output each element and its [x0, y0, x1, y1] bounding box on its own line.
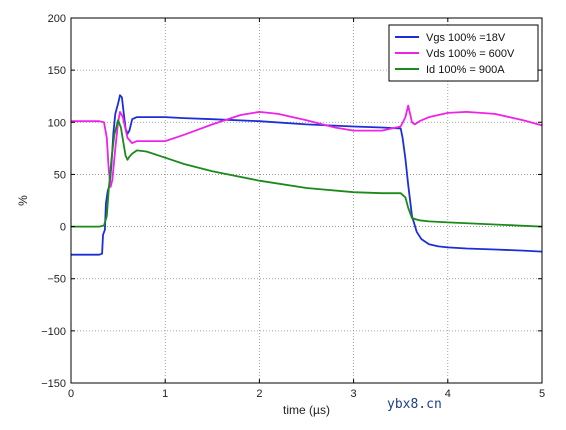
legend-label-3: Id 100% = 900A: [426, 64, 505, 76]
y-tick-label: −100: [41, 326, 66, 338]
legend: Vgs 100% =18V Vds 100% = 600V Id 100% = 90…: [388, 24, 539, 82]
x-tick-label: 2: [256, 388, 262, 400]
x-tick-label: 0: [68, 388, 74, 400]
x-tick-labels: 0 1 2 3 4 5: [68, 388, 545, 400]
watermark-text: ybx8.cn: [387, 397, 442, 412]
y-tick-label: 200: [48, 13, 66, 25]
legend-label-1: Vgs 100% =18V: [426, 32, 506, 44]
y-tick-labels: 200 150 100 50 0 −50 −100 −150: [41, 13, 66, 390]
x-tick-label: 3: [351, 388, 357, 400]
axis-ticks: [70, 17, 543, 384]
x-axis-label: time (µs): [283, 403, 330, 417]
y-tick-label: 0: [60, 222, 66, 234]
y-tick-label: 50: [54, 169, 66, 181]
y-axis-label: %: [16, 195, 30, 206]
series-line-2: [71, 104, 543, 188]
legend-label-2: Vds 100% = 600V: [426, 48, 515, 60]
x-tick-label: 1: [162, 388, 168, 400]
series-line-3: [71, 119, 543, 228]
plot-frame: [70, 17, 543, 384]
x-tick-label: 4: [445, 388, 451, 400]
y-tick-label: 100: [48, 117, 66, 129]
x-tick-label: 5: [539, 388, 545, 400]
y-tick-label: −150: [41, 378, 66, 390]
y-tick-label: 150: [48, 65, 66, 77]
series-layer: [71, 94, 543, 256]
y-tick-label: −50: [47, 274, 66, 286]
